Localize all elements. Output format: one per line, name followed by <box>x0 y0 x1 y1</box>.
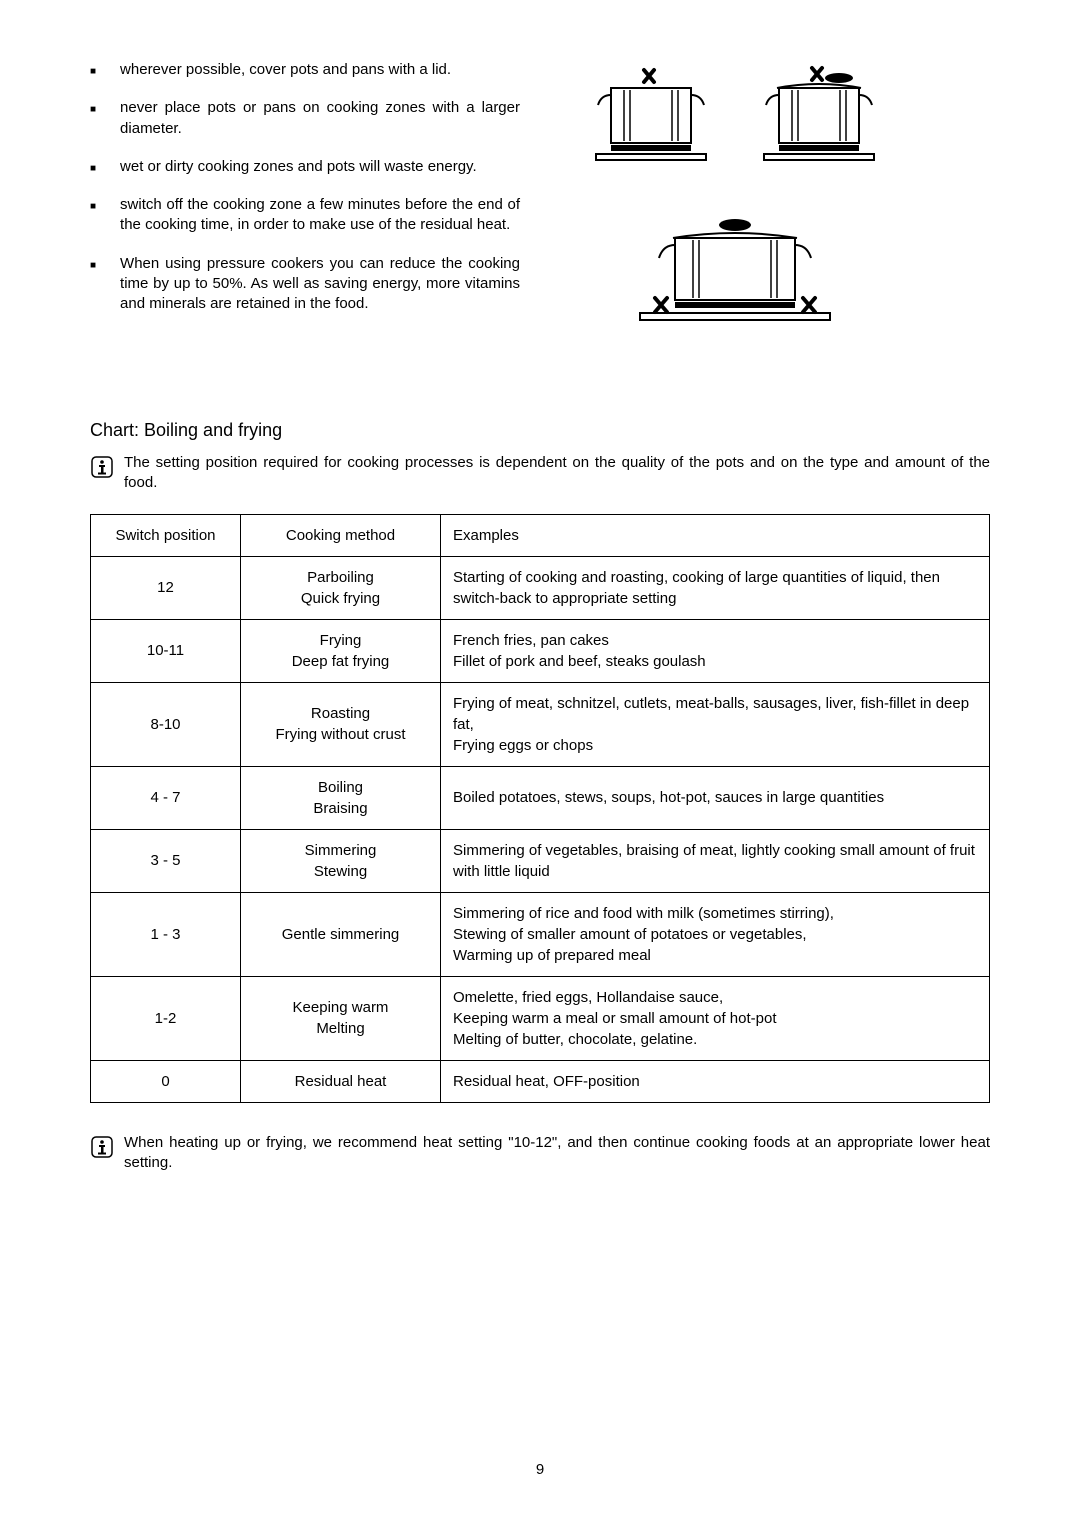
cell-switch: 8-10 <box>91 682 241 766</box>
info-bottom-row: When heating up or frying, we recommend … <box>90 1133 990 1174</box>
cell-switch: 3 - 5 <box>91 829 241 892</box>
method-line: Frying without crust <box>253 724 428 745</box>
table-row: 8-10RoastingFrying without crustFrying o… <box>91 682 990 766</box>
method-line: Frying <box>253 630 428 651</box>
table-row: 0 Residual heat Residual heat, OFF-positio… <box>91 1060 990 1102</box>
method-line: Braising <box>253 798 428 819</box>
bullet-text: When using pressure cookers you can redu… <box>120 254 520 315</box>
bullet-text: never place pots or pans on cooking zone… <box>120 98 520 139</box>
header-switch: Switch position <box>91 514 241 556</box>
illustrations <box>560 60 910 340</box>
info-top-text: The setting position required for cookin… <box>124 453 990 494</box>
method-line: Roasting <box>253 703 428 724</box>
bullet-marker: ■ <box>90 162 96 177</box>
table-row: 4 - 7BoilingBraisingBoiled potatoes, ste… <box>91 766 990 829</box>
cell-examples: Residual heat, OFF-position <box>441 1060 990 1102</box>
method-line: Stewing <box>253 861 428 882</box>
bullet-text: wherever possible, cover pots and pans w… <box>120 60 451 80</box>
cell-method: ParboilingQuick frying <box>241 556 441 619</box>
chart-title: Chart: Boiling and frying <box>90 420 990 441</box>
method-line: Deep fat frying <box>253 651 428 672</box>
table-row: 1-2Keeping warmMeltingOmelette, fried eg… <box>91 976 990 1060</box>
cell-method: FryingDeep fat frying <box>241 619 441 682</box>
bullet-text: wet or dirty cooking zones and pots will… <box>120 157 477 177</box>
header-examples: Examples <box>441 514 990 556</box>
cell-examples: Boiled potatoes, stews, soups, hot-pot, … <box>441 766 990 829</box>
cell-examples: Frying of meat, schnitzel, cutlets, meat… <box>441 682 990 766</box>
cell-switch: 4 - 7 <box>91 766 241 829</box>
cell-switch: 1 - 3 <box>91 892 241 976</box>
bullet-marker: ■ <box>90 103 96 139</box>
cell-switch: 12 <box>91 556 241 619</box>
illustration-row-2 <box>560 210 910 340</box>
cell-examples: Starting of cooking and roasting, cookin… <box>441 556 990 619</box>
pot-on-wide-zone-icon <box>625 210 845 340</box>
info-icon <box>90 1135 114 1159</box>
bullet-item: ■ never place pots or pans on cooking zo… <box>90 98 520 139</box>
bullet-item: ■ wet or dirty cooking zones and pots wi… <box>90 157 520 177</box>
cell-examples: Simmering of rice and food with milk (so… <box>441 892 990 976</box>
method-line: Keeping warm <box>253 997 428 1018</box>
table-row: 3 - 5SimmeringStewingSimmering of vegeta… <box>91 829 990 892</box>
illustration-row-1 <box>560 60 910 170</box>
table-header-row: Switch position Cooking method Examples <box>91 514 990 556</box>
bullet-item: ■ wherever possible, cover pots and pans… <box>90 60 520 80</box>
method-line: Parboiling <box>253 567 428 588</box>
bullet-text: switch off the cooking zone a few minute… <box>120 195 520 236</box>
cell-method: Gentle simmering <box>241 892 441 976</box>
cell-examples: French fries, pan cakesFillet of pork an… <box>441 619 990 682</box>
info-bottom-text: When heating up or frying, we recommend … <box>124 1133 990 1174</box>
top-section: ■ wherever possible, cover pots and pans… <box>90 60 990 340</box>
table-row: 12ParboilingQuick fryingStarting of cook… <box>91 556 990 619</box>
cell-examples: Simmering of vegetables, braising of mea… <box>441 829 990 892</box>
cell-method: RoastingFrying without crust <box>241 682 441 766</box>
cell-switch: 10-11 <box>91 619 241 682</box>
method-line: Boiling <box>253 777 428 798</box>
method-line: Residual heat <box>253 1071 428 1092</box>
bullet-marker: ■ <box>90 200 96 236</box>
bullet-marker: ■ <box>90 259 96 315</box>
method-line: Quick frying <box>253 588 428 609</box>
pot-no-lid-icon <box>576 60 726 170</box>
method-line: Gentle simmering <box>253 924 428 945</box>
bullet-list: ■ wherever possible, cover pots and pans… <box>90 60 520 340</box>
method-line: Simmering <box>253 840 428 861</box>
cell-method: SimmeringStewing <box>241 829 441 892</box>
cooking-chart-table: Switch position Cooking method Examples … <box>90 514 990 1103</box>
info-icon <box>90 455 114 479</box>
cell-switch: 1-2 <box>91 976 241 1060</box>
cell-switch: 0 <box>91 1060 241 1102</box>
bullet-marker: ■ <box>90 65 96 80</box>
bullet-item: ■ When using pressure cookers you can re… <box>90 254 520 315</box>
cell-method: Residual heat <box>241 1060 441 1102</box>
info-top-row: The setting position required for cookin… <box>90 453 990 494</box>
bullet-item: ■ switch off the cooking zone a few minu… <box>90 195 520 236</box>
method-line: Melting <box>253 1018 428 1039</box>
header-method: Cooking method <box>241 514 441 556</box>
cell-method: Keeping warmMelting <box>241 976 441 1060</box>
cell-method: BoilingBraising <box>241 766 441 829</box>
pot-with-lid-icon <box>744 60 894 170</box>
table-row: 10-11FryingDeep fat fryingFrench fries, … <box>91 619 990 682</box>
table-row: 1 - 3 Gentle simmering Simmering of rice a… <box>91 892 990 976</box>
page-number: 9 <box>536 1461 544 1478</box>
cell-examples: Omelette, fried eggs, Hollandaise sauce,… <box>441 976 990 1060</box>
